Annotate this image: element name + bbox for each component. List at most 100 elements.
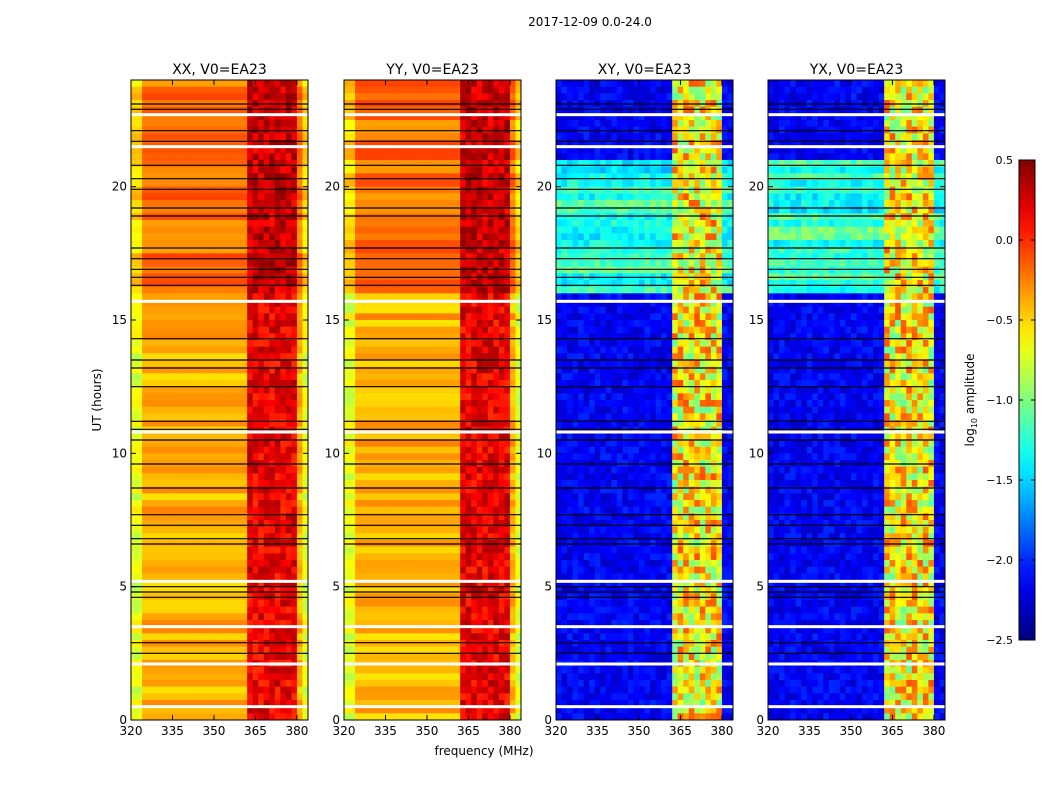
heatmap-cell (285, 420, 292, 428)
heatmap-cell (219, 180, 226, 188)
heatmap-cell (169, 253, 176, 261)
heatmap-cell (482, 433, 489, 441)
heatmap-cell (241, 220, 248, 228)
heatmap-cell (509, 426, 516, 434)
heatmap-cell (366, 300, 373, 308)
heatmap-cell (169, 300, 176, 308)
heatmap-cell (236, 120, 243, 128)
heatmap-cell (186, 106, 193, 114)
heatmap-cell (382, 373, 389, 381)
heatmap-cell (482, 206, 489, 214)
flagged-row-white (131, 705, 308, 709)
heatmap-cell (164, 253, 171, 261)
heatmap-cell (186, 626, 193, 634)
heatmap-cell (498, 120, 505, 128)
heatmap-cell (197, 266, 204, 274)
heatmap-cell (498, 386, 505, 394)
heatmap-cell (186, 80, 193, 88)
heatmap-cell (258, 373, 265, 381)
heatmap-cell (191, 486, 198, 494)
heatmap-cell (280, 500, 287, 508)
heatmap-cell (230, 453, 237, 461)
heatmap-cell (252, 453, 259, 461)
heatmap-cell (366, 400, 373, 408)
heatmap-cell (291, 680, 298, 688)
heatmap-cell (153, 293, 160, 301)
heatmap-cell (426, 193, 433, 201)
heatmap-cell (465, 420, 472, 428)
heatmap-cell (291, 666, 298, 674)
heatmap-cell (454, 393, 461, 401)
heatmap-cell (296, 613, 303, 621)
heatmap-cell (280, 466, 287, 474)
heatmap-cell (377, 300, 384, 308)
heatmap-cell (371, 206, 378, 214)
heatmap-cell (252, 580, 259, 588)
heatmap-cell (208, 566, 215, 574)
heatmap-cell (371, 213, 378, 221)
heatmap-cell (410, 346, 417, 354)
heatmap-cell (482, 326, 489, 334)
heatmap-cell (269, 200, 276, 208)
heatmap-cell (476, 266, 483, 274)
heatmap-cell (247, 306, 254, 314)
heatmap-cell (280, 246, 287, 254)
heatmap-cell (404, 200, 411, 208)
heatmap-cell (296, 713, 303, 720)
heatmap-cell (388, 333, 395, 341)
heatmap-cell (219, 246, 226, 254)
heatmap-cell (158, 546, 165, 554)
heatmap-cell (180, 673, 187, 681)
heatmap-cell (498, 373, 505, 381)
heatmap-cell (426, 106, 433, 114)
heatmap-cell (197, 313, 204, 321)
heatmap-cell (421, 213, 428, 221)
heatmap-cell (169, 406, 176, 414)
heatmap-cell (393, 266, 400, 274)
heatmap-cell (202, 86, 209, 94)
heatmap-cell (280, 473, 287, 481)
heatmap-cell (263, 180, 270, 188)
heatmap-cell (274, 340, 281, 348)
heatmap-cell (377, 386, 384, 394)
heatmap-cell (169, 466, 176, 474)
heatmap-cell (142, 313, 149, 321)
heatmap-cell (504, 380, 511, 388)
heatmap-cell (360, 306, 367, 314)
heatmap-cell (153, 533, 160, 541)
heatmap-cell (493, 300, 500, 308)
heatmap-cell (247, 186, 254, 194)
heatmap-cell (493, 280, 500, 288)
heatmap-cell (258, 280, 265, 288)
heatmap-cell (388, 346, 395, 354)
heatmap-cell (465, 286, 472, 294)
heatmap-cell (219, 680, 226, 688)
heatmap-cell (296, 586, 303, 594)
heatmap-cell (471, 406, 478, 414)
heatmap-cell (153, 106, 160, 114)
heatmap-cell (410, 186, 417, 194)
heatmap-cell (487, 246, 494, 254)
heatmap-cell (280, 340, 287, 348)
heatmap-cell (296, 453, 303, 461)
heatmap-cell (158, 226, 165, 234)
heatmap-cell (465, 320, 472, 328)
heatmap-cell (225, 213, 232, 221)
heatmap-cell (302, 520, 308, 528)
heatmap-cell (296, 240, 303, 248)
heatmap-cell (471, 293, 478, 301)
heatmap-cell (432, 166, 439, 174)
heatmap-cell (158, 600, 165, 608)
heatmap-cell (443, 313, 450, 321)
heatmap-cell (241, 500, 248, 508)
heatmap-cell (515, 93, 521, 101)
heatmap-cell (443, 180, 450, 188)
heatmap-cell (355, 206, 362, 214)
heatmap-cell (208, 180, 215, 188)
heatmap-cell (280, 586, 287, 594)
heatmap-cell (197, 580, 204, 588)
heatmap-cell (191, 553, 198, 561)
heatmap-cell (454, 380, 461, 388)
heatmap-cell (465, 326, 472, 334)
heatmap-cell (197, 280, 204, 288)
